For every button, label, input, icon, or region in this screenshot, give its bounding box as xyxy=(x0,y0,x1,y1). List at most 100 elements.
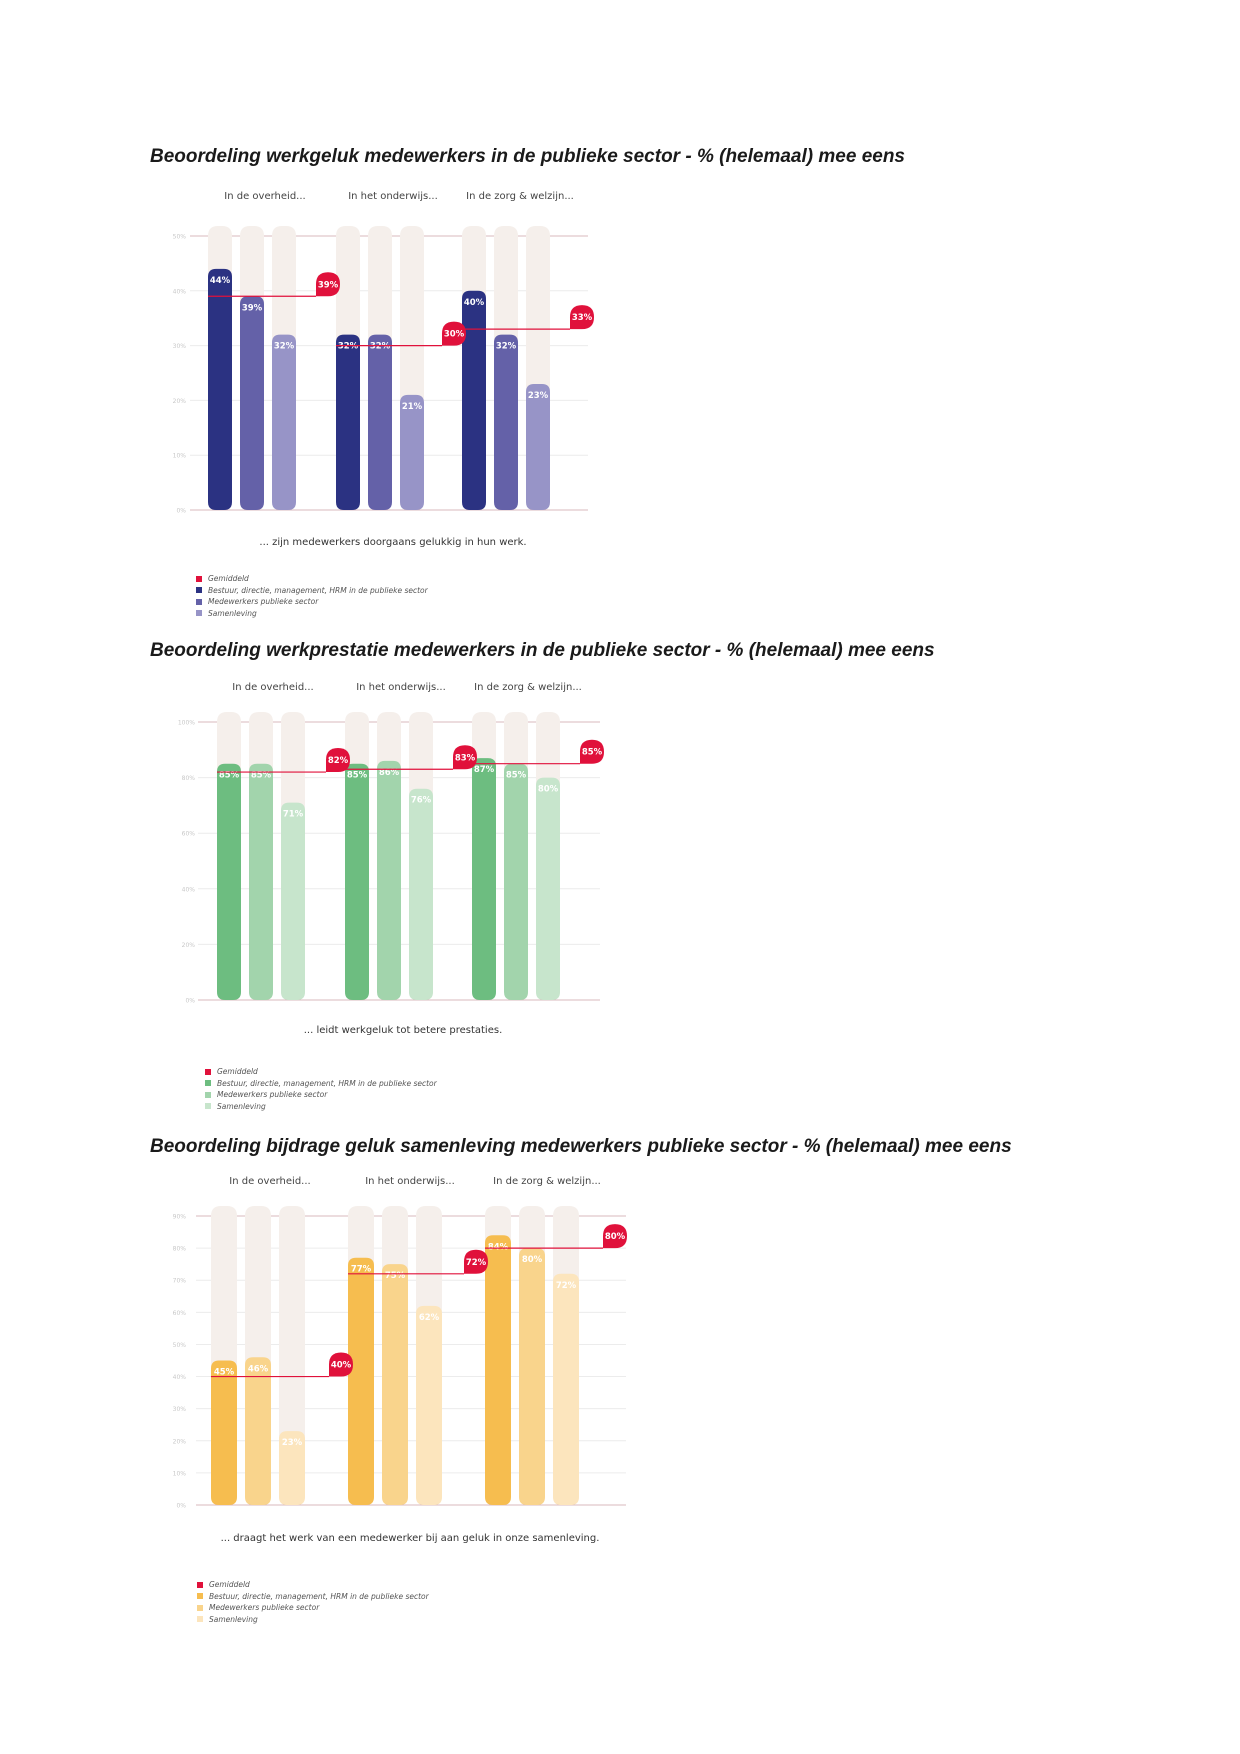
average-value-label: 33% xyxy=(572,313,593,323)
chart-caption: ... zijn medewerkers doorgaans gelukkig … xyxy=(259,537,526,548)
y-tick-label: 60% xyxy=(182,831,196,838)
y-tick-label: 80% xyxy=(173,1246,187,1253)
chart-caption: ... leidt werkgeluk tot betere prestatie… xyxy=(304,1025,503,1036)
bar-value-label: 23% xyxy=(528,391,549,401)
y-tick-label: 30% xyxy=(173,1406,187,1413)
legend-item-average: Gemiddeld xyxy=(205,1066,437,1078)
average-badge xyxy=(464,1249,488,1274)
bar-value-label: 32% xyxy=(370,342,391,352)
group-label: In het onderwijs... xyxy=(348,191,438,202)
legend-swatch xyxy=(196,610,202,617)
bar-chart-bijdrage-samenleving: 90% 80% 70% 60% 50% 40% 30% 20% 10% 0% In de overh… xyxy=(173,1176,627,1544)
bar xyxy=(279,1431,305,1505)
bar xyxy=(281,802,305,1000)
bar xyxy=(553,1273,579,1505)
legend-label: Bestuur, directie, management, HRM in de… xyxy=(209,1591,429,1601)
bar-track xyxy=(279,1206,305,1505)
group-label: In de overheid... xyxy=(224,191,305,202)
y-tick-label: 60% xyxy=(173,1310,187,1317)
y-tick-label: 20% xyxy=(173,1438,187,1445)
y-tick-label: 30% xyxy=(173,343,187,350)
bar-value-label: 32% xyxy=(496,342,517,352)
average-value-label: 40% xyxy=(331,1361,352,1371)
bar xyxy=(217,763,241,1000)
y-tick-label: 70% xyxy=(173,1278,187,1285)
bar-value-label: 39% xyxy=(242,303,263,313)
legend-swatch xyxy=(197,1616,203,1623)
average-badge xyxy=(316,272,340,297)
bar-value-label: 21% xyxy=(402,402,423,412)
chart-title: Beoordeling bijdrage geluk samenleving m… xyxy=(150,1136,1012,1157)
group-label: In de zorg & welzijn... xyxy=(466,191,574,202)
average-value-label: 83% xyxy=(455,753,476,763)
bar-value-label: 77% xyxy=(351,1265,372,1275)
group-label: In de zorg & welzijn... xyxy=(474,682,582,693)
y-tick-label: 90% xyxy=(173,1214,187,1221)
y-tick-label: 0% xyxy=(176,1503,186,1510)
bar-value-label: 85% xyxy=(506,771,527,781)
average-badge xyxy=(326,748,350,773)
average-value-label: 82% xyxy=(328,756,349,766)
legend-label: Samenleving xyxy=(209,1614,258,1624)
average-value-label: 30% xyxy=(444,330,465,340)
legend-item-medewerkers: Medewerkers publieke sector xyxy=(196,596,428,608)
bar xyxy=(485,1235,511,1505)
legend-swatch xyxy=(205,1103,211,1110)
bar xyxy=(208,268,232,510)
average-badge xyxy=(329,1352,353,1377)
legend-swatch xyxy=(196,575,202,582)
average-badge xyxy=(453,745,477,770)
bar xyxy=(536,777,560,1000)
legend-label: Gemiddeld xyxy=(217,1067,258,1077)
group-label: In het onderwijs... xyxy=(356,682,446,693)
bar-value-label: 71% xyxy=(283,810,304,820)
legend-label: Medewerkers publieke sector xyxy=(209,1603,320,1613)
average-badge xyxy=(580,739,604,764)
bar xyxy=(416,1305,442,1505)
y-tick-label: 0% xyxy=(185,998,195,1005)
legend-swatch xyxy=(196,587,202,594)
bar xyxy=(504,763,528,1000)
legend-item-average: Gemiddeld xyxy=(196,573,428,585)
average-badge xyxy=(442,321,466,346)
legend-label: Samenleving xyxy=(217,1101,266,1111)
bar-value-label: 76% xyxy=(411,796,432,806)
chart-title: Beoordeling werkgeluk medewerkers in de … xyxy=(150,146,905,167)
bar xyxy=(272,334,296,510)
bar-value-label: 85% xyxy=(219,771,240,781)
legend-swatch xyxy=(197,1581,203,1588)
legend-label: Bestuur, directie, management, HRM in de… xyxy=(217,1078,437,1088)
legend-swatch xyxy=(196,598,202,605)
y-tick-label: 50% xyxy=(173,1342,187,1349)
bar-value-label: 46% xyxy=(248,1364,269,1374)
group-label: In de overheid... xyxy=(229,1176,310,1187)
y-tick-label: 40% xyxy=(173,288,187,295)
bar-value-label: 84% xyxy=(488,1242,509,1252)
y-tick-label: 20% xyxy=(173,398,187,405)
bar-value-label: 85% xyxy=(347,771,368,781)
chart-legend: Gemiddeld Bestuur, directie, management,… xyxy=(197,1579,429,1625)
legend-swatch xyxy=(205,1080,211,1087)
legend-swatch xyxy=(197,1593,203,1600)
bar-value-label: 80% xyxy=(522,1255,543,1265)
y-tick-label: 0% xyxy=(176,508,186,515)
group-label: In de zorg & welzijn... xyxy=(493,1176,601,1187)
bar xyxy=(462,290,486,510)
bar-value-label: 32% xyxy=(274,342,295,352)
legend-item-samenleving: Samenleving xyxy=(205,1101,437,1113)
chart-caption: ... draagt het werk van een medewerker b… xyxy=(221,1533,600,1544)
chart-legend: Gemiddeld Bestuur, directie, management,… xyxy=(205,1066,437,1112)
bar-chart-werkprestatie: 100% 80% 60% 40% 20% 0% In de overheid... In he… xyxy=(178,682,604,1036)
bar-value-label: 86% xyxy=(379,768,400,778)
bar-chart-werkgeluk: 50% 40% 30% 20% 10% 0% In de overheid... In het… xyxy=(173,191,594,548)
legend-label: Samenleving xyxy=(208,608,257,618)
average-value-label: 39% xyxy=(318,280,339,290)
legend-swatch xyxy=(197,1604,203,1611)
y-tick-label: 80% xyxy=(182,775,196,782)
bar xyxy=(240,296,264,510)
bar-value-label: 85% xyxy=(251,771,272,781)
legend-item-management: Bestuur, directie, management, HRM in de… xyxy=(205,1078,437,1090)
y-tick-label: 100% xyxy=(178,720,195,727)
legend-label: Bestuur, directie, management, HRM in de… xyxy=(208,585,428,595)
y-tick-label: 40% xyxy=(173,1374,187,1381)
